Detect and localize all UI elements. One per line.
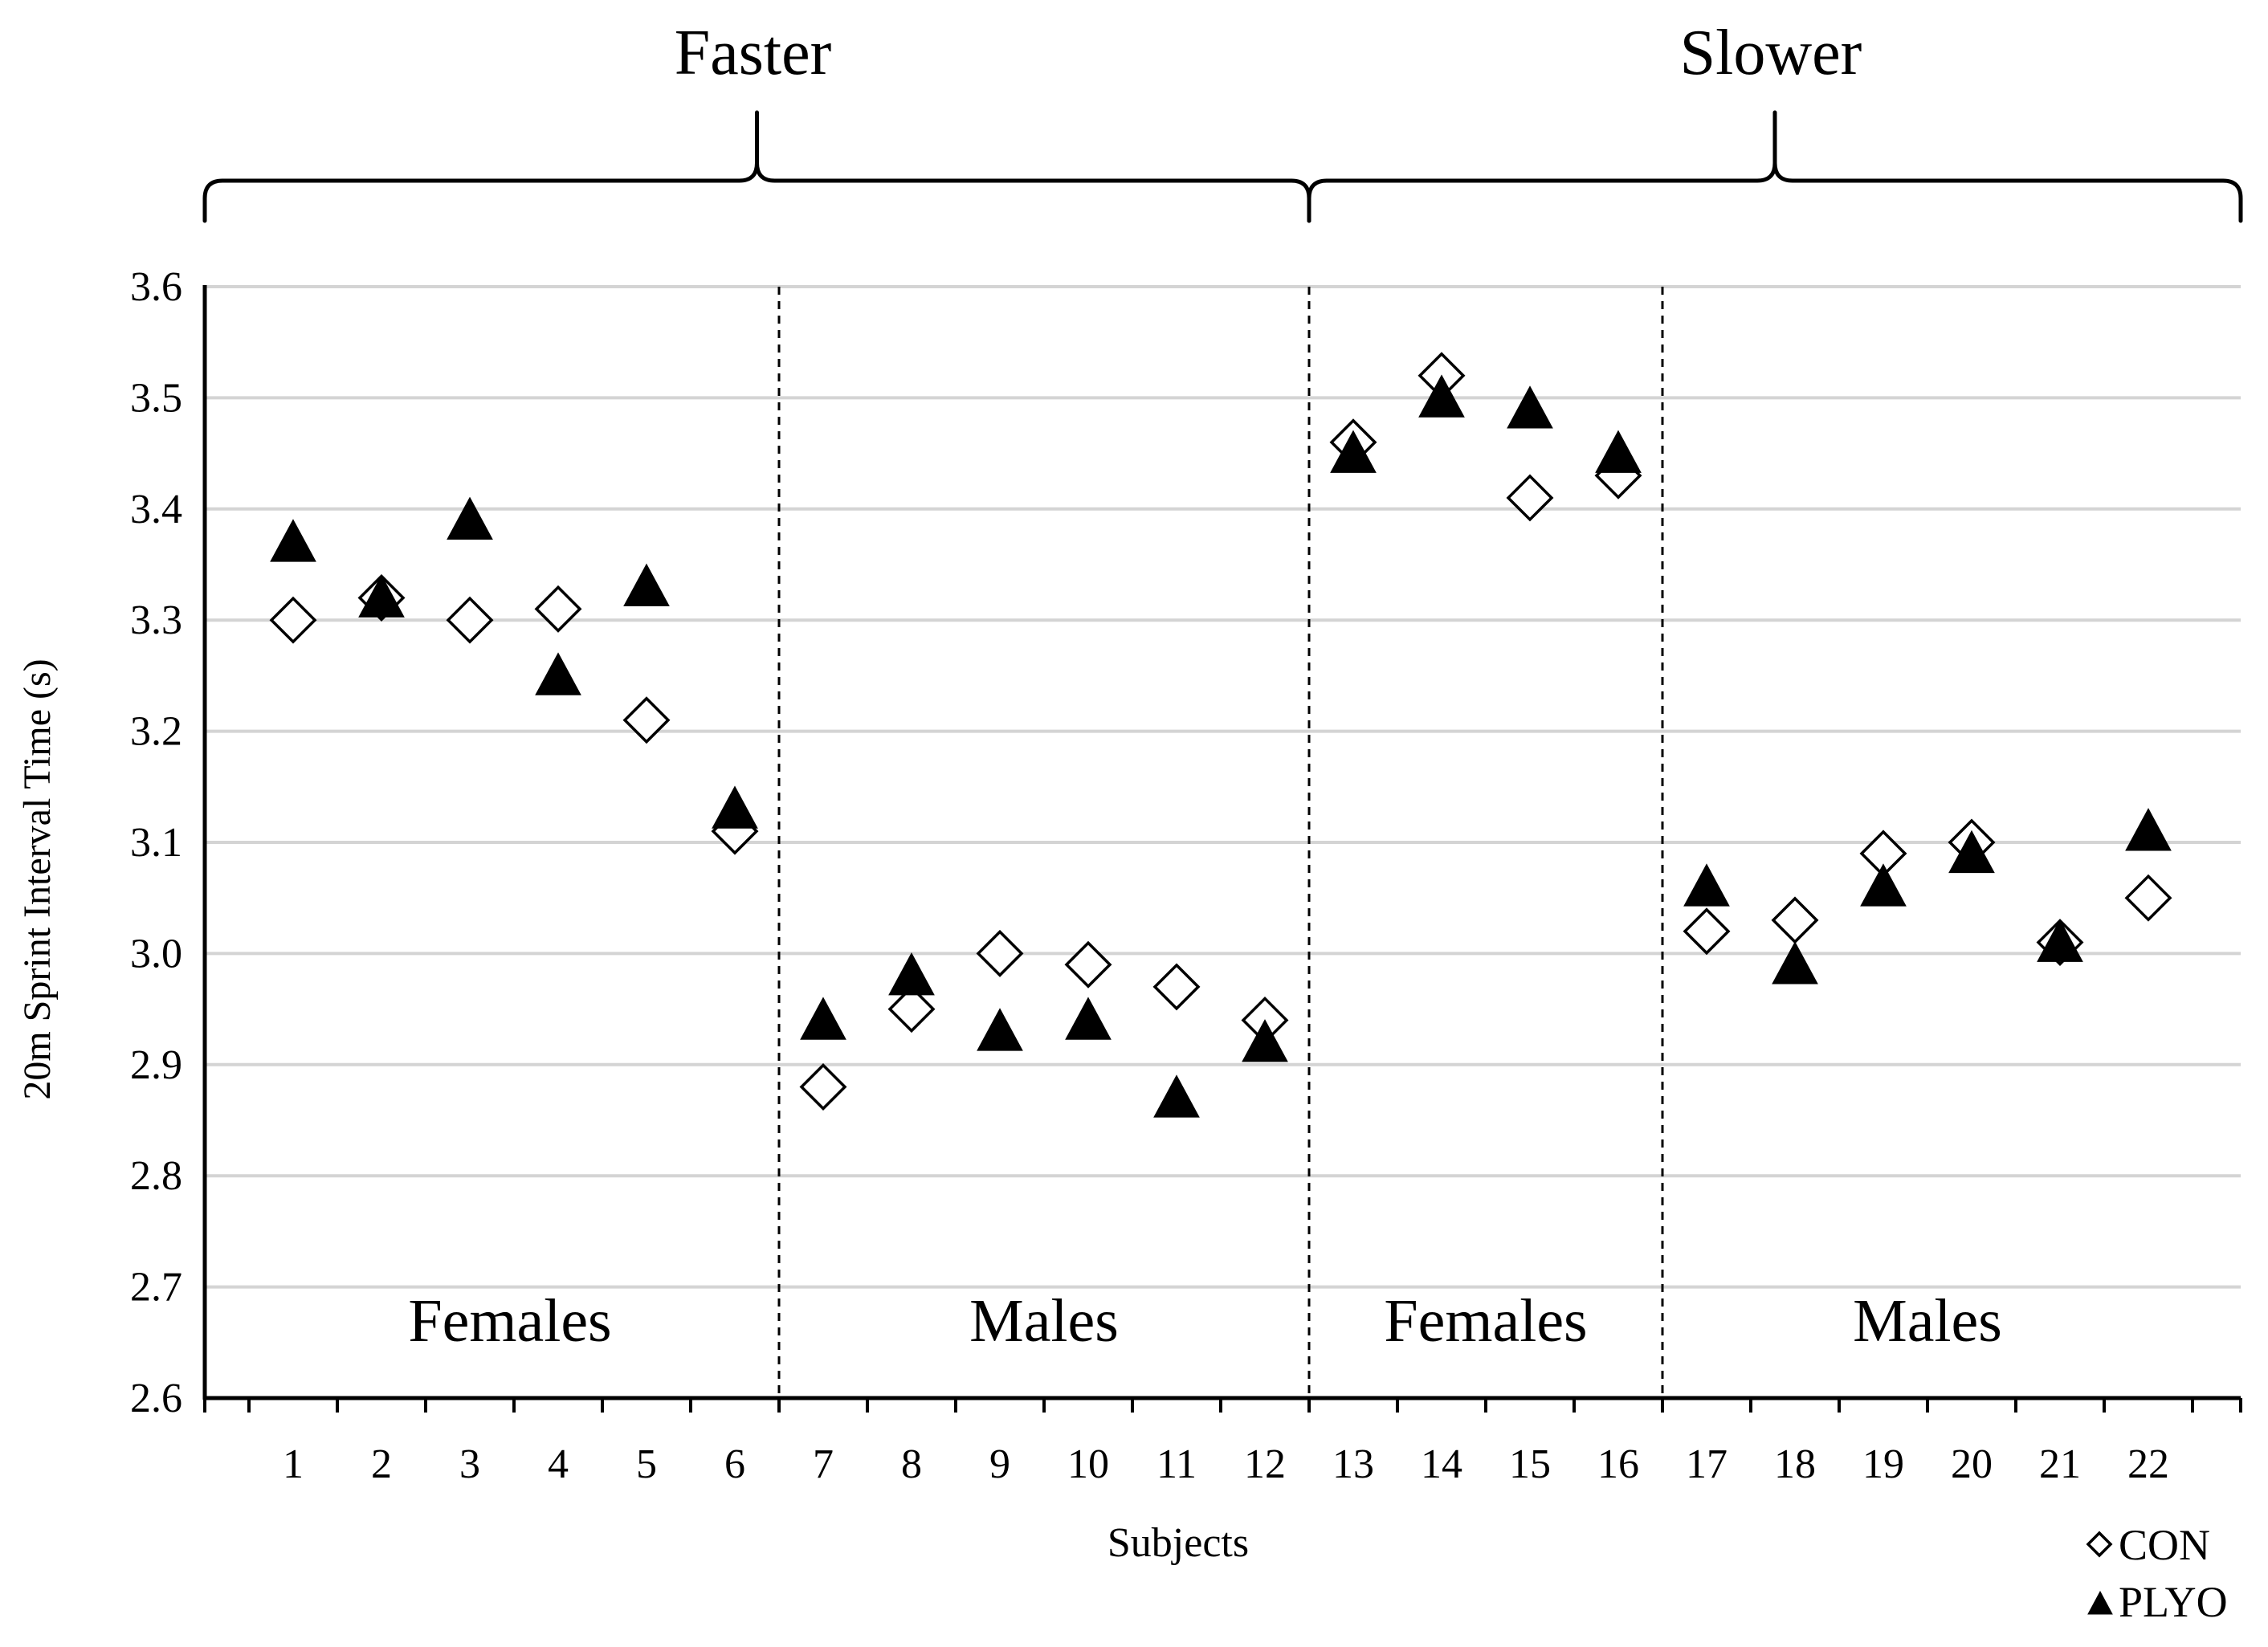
region-label: Males — [969, 1287, 1119, 1355]
x-tick-label: 2 — [371, 1441, 392, 1487]
plyo-point — [1860, 863, 1907, 907]
region-label: Females — [408, 1287, 611, 1355]
x-tick-label: 8 — [901, 1441, 922, 1487]
group-bracket-label: Slower — [1680, 18, 1862, 88]
con-point — [799, 1063, 847, 1111]
x-tick-label: 1 — [283, 1441, 304, 1487]
plyo-point — [1772, 941, 1818, 985]
x-tick-label: 7 — [813, 1441, 834, 1487]
group-bracket — [1307, 110, 2243, 223]
x-tick-label: 14 — [1421, 1441, 1462, 1487]
plyo-point — [270, 519, 316, 562]
group-bracket-label: Faster — [675, 18, 832, 88]
plyo-point — [1242, 1019, 1288, 1062]
x-tick-label: 10 — [1067, 1441, 1109, 1487]
y-tick-label: 2.8 — [130, 1153, 182, 1199]
plyo-point — [1418, 374, 1465, 418]
plyo-point — [1948, 830, 1995, 874]
con-point — [534, 585, 582, 633]
x-tick-label: 17 — [1686, 1441, 1728, 1487]
plyo-point — [1065, 997, 1112, 1040]
y-tick-label: 3.1 — [130, 820, 182, 866]
legend: CON PLYO — [2086, 1521, 2228, 1626]
y-tick-label: 3.3 — [130, 597, 182, 643]
x-tick-label: 11 — [1156, 1441, 1197, 1487]
plyo-point — [977, 1008, 1023, 1051]
y-tick-label: 3.2 — [130, 709, 182, 755]
con-point — [446, 596, 494, 644]
plyo-point — [1153, 1074, 1200, 1118]
y-tick-label: 2.9 — [130, 1042, 182, 1088]
group-separators — [777, 287, 1664, 1398]
x-tick-label: 9 — [989, 1441, 1010, 1487]
x-tick-label: 6 — [724, 1441, 745, 1487]
plyo-point — [2037, 919, 2083, 962]
y-tick-label: 3.6 — [130, 264, 182, 310]
x-tick-label: 21 — [2039, 1441, 2081, 1487]
region-labels: Females Males Females Males — [408, 1287, 2002, 1355]
con-point — [1506, 474, 1554, 522]
x-tick-label: 20 — [1951, 1441, 1993, 1487]
group-brackets: Faster Slower — [202, 18, 2243, 223]
plyo-point — [1507, 385, 1553, 429]
plyo-point — [623, 563, 670, 606]
group-bracket — [202, 110, 1311, 223]
y-tick-label: 3.4 — [130, 487, 182, 532]
plyo-point — [800, 997, 846, 1040]
data-points — [269, 352, 2172, 1118]
plyo-point — [1595, 430, 1642, 473]
x-axis-label: Subjects — [1107, 1520, 1249, 1566]
x-tick-label: 5 — [636, 1441, 657, 1487]
x-tick-label: 15 — [1509, 1441, 1551, 1487]
x-tick-label: 13 — [1332, 1441, 1374, 1487]
con-point — [1152, 963, 1201, 1011]
y-tick-label: 3.0 — [130, 931, 182, 976]
con-point — [887, 985, 936, 1033]
x-tick-label: 22 — [2127, 1441, 2169, 1487]
plyo-point — [1683, 863, 1730, 907]
plyo-point — [1330, 430, 1377, 473]
legend-plyo-marker — [2087, 1590, 2113, 1615]
plyo-point — [447, 496, 493, 540]
x-tick-label: 12 — [1244, 1441, 1286, 1487]
gridlines — [205, 285, 2241, 1289]
plyo-point — [2125, 808, 2172, 851]
region-label: Males — [1853, 1287, 2002, 1355]
plyo-point — [358, 574, 405, 618]
plyo-point — [535, 652, 581, 695]
y-axis-label: 20m Sprint Interval Time (s) — [16, 658, 59, 1099]
con-point — [2124, 874, 2172, 922]
legend-con-marker — [2086, 1531, 2113, 1558]
x-tick-label: 16 — [1597, 1441, 1639, 1487]
legend-con-label: CON — [2119, 1521, 2210, 1569]
axes: 2.62.72.82.93.03.13.23.33.43.53.61 2 3 4 5 6 7… — [130, 264, 2242, 1487]
con-point — [1683, 907, 1731, 956]
x-tick-label: 4 — [548, 1441, 569, 1487]
x-tick-label: 19 — [1862, 1441, 1904, 1487]
plyo-point — [712, 785, 758, 829]
x-tick-label: 3 — [459, 1441, 480, 1487]
con-point — [1064, 940, 1112, 989]
con-point — [1771, 896, 1819, 944]
con-point — [976, 929, 1024, 977]
legend-plyo-label: PLYO — [2119, 1578, 2228, 1626]
con-point — [622, 696, 671, 744]
region-label: Females — [1384, 1287, 1587, 1355]
y-tick-label: 2.7 — [130, 1265, 182, 1311]
y-tick-label: 3.5 — [130, 375, 182, 421]
con-point — [269, 596, 317, 644]
plyo-point — [888, 952, 935, 996]
y-tick-label: 2.6 — [130, 1376, 182, 1421]
x-tick-label: 18 — [1774, 1441, 1816, 1487]
